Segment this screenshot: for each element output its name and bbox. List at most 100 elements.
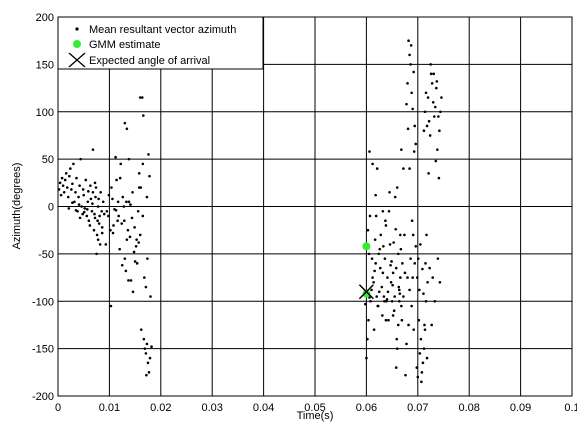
data-point [116, 200, 120, 204]
legend-marker-expected [68, 52, 86, 68]
data-point [408, 53, 411, 57]
y-tick-label: -200 [32, 391, 54, 403]
data-point [114, 208, 118, 212]
data-point [142, 337, 146, 341]
data-point [66, 195, 70, 199]
data-point [94, 186, 98, 189]
data-point [141, 214, 145, 218]
data-point [140, 96, 144, 99]
data-point [87, 190, 90, 193]
data-point [409, 44, 413, 47]
gmm-estimate-point [362, 289, 371, 298]
data-point [121, 195, 125, 199]
data-point [423, 328, 427, 331]
data-point [80, 205, 83, 208]
data-point [95, 233, 99, 237]
data-point [82, 210, 86, 214]
data-point [415, 366, 419, 369]
data-point [135, 238, 138, 241]
data-point [381, 314, 384, 317]
data-point [392, 241, 395, 244]
x-tick-label: 0.01 [99, 402, 120, 414]
data-point [374, 214, 378, 218]
data-point [416, 375, 420, 379]
data-point [78, 184, 81, 187]
data-point [98, 214, 101, 218]
data-point [408, 167, 411, 170]
data-point [406, 276, 409, 279]
data-point [63, 178, 67, 182]
data-point [75, 176, 78, 180]
data-point [139, 328, 143, 331]
data-point [394, 227, 397, 231]
data-point [120, 263, 124, 267]
data-point [386, 290, 390, 294]
data-point [134, 244, 138, 248]
data-point [125, 200, 128, 204]
x-tick-label: 0.06 [356, 402, 377, 414]
data-point [65, 186, 69, 189]
data-point [394, 266, 398, 270]
data-point [426, 96, 430, 99]
data-point [415, 276, 419, 279]
x-tick-label: 0 [55, 402, 61, 414]
y-tick-label: 50 [42, 154, 54, 166]
data-point [411, 233, 415, 237]
data-point [372, 328, 376, 331]
data-point [383, 257, 387, 260]
data-point [129, 279, 133, 282]
data-point [98, 243, 102, 246]
data-point [109, 228, 112, 232]
data-point [96, 219, 99, 223]
data-point [400, 148, 403, 151]
data-point [425, 124, 429, 128]
data-point [393, 195, 397, 199]
data-point [402, 295, 405, 298]
x-tick-label: 0.1 [564, 402, 577, 414]
data-point [101, 200, 105, 204]
x-tick-label: 0.08 [458, 402, 479, 414]
data-point [410, 219, 414, 223]
data-point [62, 190, 66, 194]
data-point [104, 243, 108, 246]
data-point [378, 247, 382, 251]
data-point [100, 226, 104, 229]
data-point [419, 337, 423, 341]
data-point [143, 276, 146, 279]
data-point [413, 124, 417, 128]
data-point [381, 271, 385, 275]
data-point [115, 178, 118, 182]
legend-label-gmm: GMM estimate [89, 39, 161, 51]
data-point [436, 148, 439, 151]
data-point [425, 233, 428, 237]
data-point [405, 102, 408, 106]
data-point [127, 200, 131, 204]
data-point [107, 193, 111, 197]
data-point [434, 159, 438, 163]
data-point [433, 105, 437, 109]
data-point [364, 302, 367, 306]
data-point [366, 228, 370, 232]
data-point [417, 257, 420, 260]
data-point [372, 281, 375, 284]
data-point [67, 207, 71, 210]
data-point [410, 91, 413, 95]
data-point [414, 244, 418, 248]
grid [58, 17, 572, 396]
data-point [77, 195, 80, 199]
data-point [145, 195, 149, 199]
data-point [393, 295, 396, 298]
data-point [150, 345, 153, 349]
data-point [138, 96, 142, 99]
data-points [57, 39, 443, 384]
data-point [409, 257, 412, 260]
data-point [373, 269, 376, 273]
data-point [131, 190, 134, 194]
data-point [133, 260, 137, 263]
data-point [131, 290, 135, 294]
data-point [403, 233, 406, 237]
data-point [389, 281, 393, 284]
data-point [93, 212, 96, 216]
data-point [136, 209, 140, 213]
data-point [141, 162, 145, 166]
